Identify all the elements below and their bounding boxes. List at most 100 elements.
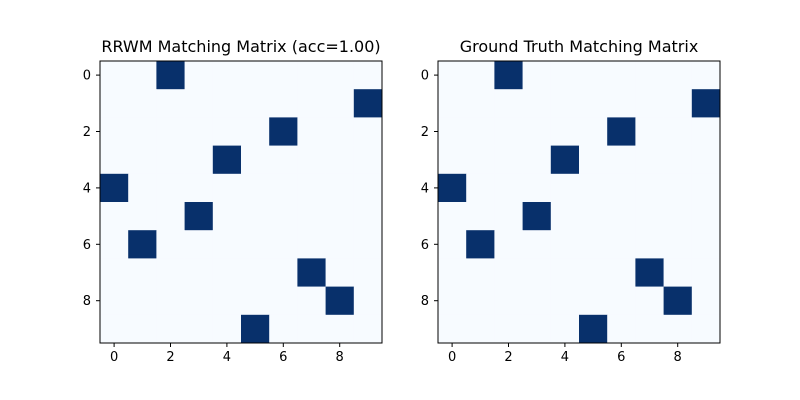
heatmap-cell [128,145,157,175]
heatmap-cell [607,173,636,203]
heatmap-cell [635,230,664,259]
heatmap-cell [184,286,214,316]
heatmap-cell [522,89,552,118]
heatmap-cell [184,258,214,287]
heatmap-cell [466,117,495,146]
heatmap-cell [494,61,523,90]
heatmap-cell [663,61,693,90]
heatmap-cell [691,258,721,287]
heatmap-cell [269,286,298,316]
heatmap-cell [353,258,383,287]
axis-ticks: 0 2 4 6 8 0 2 4 6 8 [421,69,682,365]
heatmap-cell [325,258,355,287]
heatmap-cell [269,230,298,259]
heatmap-cell [607,202,636,231]
heatmap-cell [550,314,580,344]
heatmap-cell [522,145,552,175]
heatmap-cell [128,89,157,118]
heatmap-cell [212,258,242,287]
heatmap-cell [241,145,270,175]
heatmap-cell [156,258,185,287]
heatmap-cell [241,61,270,90]
heatmap-cell [579,258,608,287]
x-tick-label: 2 [166,350,174,365]
heatmap-cell [269,314,298,344]
heatmap-cell [269,202,298,231]
x-tick-label: 6 [279,350,287,365]
ground-truth-matching-matrix-panel: Ground Truth Matching Matrix 0 2 4 6 8 0 2 4 6 8 [421,37,721,365]
heatmap-cell [353,61,383,90]
heatmap-cell [438,230,467,259]
heatmap-cell [550,202,580,231]
heatmap-cells [438,61,721,344]
heatmap-cell [522,258,552,287]
plot-frame [99,60,383,344]
heatmap-cell [691,89,721,118]
heatmap-cell [635,314,664,344]
heatmap-cell [184,61,214,90]
heatmap-cell [579,61,608,90]
heatmap-cell [297,286,326,316]
heatmap-cell [579,314,608,344]
heatmap-cell [663,258,693,287]
heatmap-cell [663,89,693,118]
heatmap-cell [635,61,664,90]
heatmap-cell [269,117,298,146]
heatmap-cell [241,117,270,146]
heatmap-cell [128,286,157,316]
heatmap-cell [691,117,721,146]
y-tick-label: 6 [83,238,91,253]
heatmap-cell [325,230,355,259]
heatmap-cell [494,202,523,231]
heatmap-cell [100,202,129,231]
heatmap-cell [691,314,721,344]
heatmap-cell [550,117,580,146]
heatmap-cell [607,145,636,175]
heatmap-cell [212,61,242,90]
heatmap-cell [663,145,693,175]
heatmap-cell [550,230,580,259]
y-tick-label: 4 [421,181,429,196]
heatmap-cells [100,61,383,344]
y-tick-label: 8 [421,294,429,309]
heatmap-cell [522,202,552,231]
heatmap-cell [241,286,270,316]
heatmap-cell [212,145,242,175]
heatmap-cell [635,173,664,203]
heatmap-cell [438,61,467,90]
heatmap-cell [269,173,298,203]
heatmap-cell [297,145,326,175]
y-tick-label: 8 [83,294,91,309]
heatmap-cell [522,173,552,203]
heatmap-cell [353,230,383,259]
chart-title: RRWM Matching Matrix (acc=1.00) [101,37,380,56]
heatmap-cell [212,89,242,118]
heatmap-cell [156,89,185,118]
heatmap-cell [635,202,664,231]
chart-title: Ground Truth Matching Matrix [460,37,699,56]
heatmap-cell [466,89,495,118]
heatmap-cell [663,117,693,146]
heatmap-cell [128,230,157,259]
heatmap-cell [100,61,129,90]
heatmap-cell [212,117,242,146]
heatmap-cell [466,258,495,287]
heatmap-cell [241,173,270,203]
y-tick-label: 0 [83,69,91,84]
heatmap-cell [579,117,608,146]
heatmap-cell [156,230,185,259]
heatmap-cell [663,286,693,316]
heatmap-cell [269,89,298,118]
heatmap-cell [607,89,636,118]
heatmap-cell [635,145,664,175]
heatmap-cell [522,117,552,146]
heatmap-cell [579,202,608,231]
heatmap-cell [241,230,270,259]
heatmap-cell [691,145,721,175]
heatmap-cell [635,89,664,118]
heatmap-cell [128,258,157,287]
heatmap-cell [494,145,523,175]
heatmap-cell [241,202,270,231]
heatmap-cell [156,314,185,344]
heatmap-cell [212,173,242,203]
